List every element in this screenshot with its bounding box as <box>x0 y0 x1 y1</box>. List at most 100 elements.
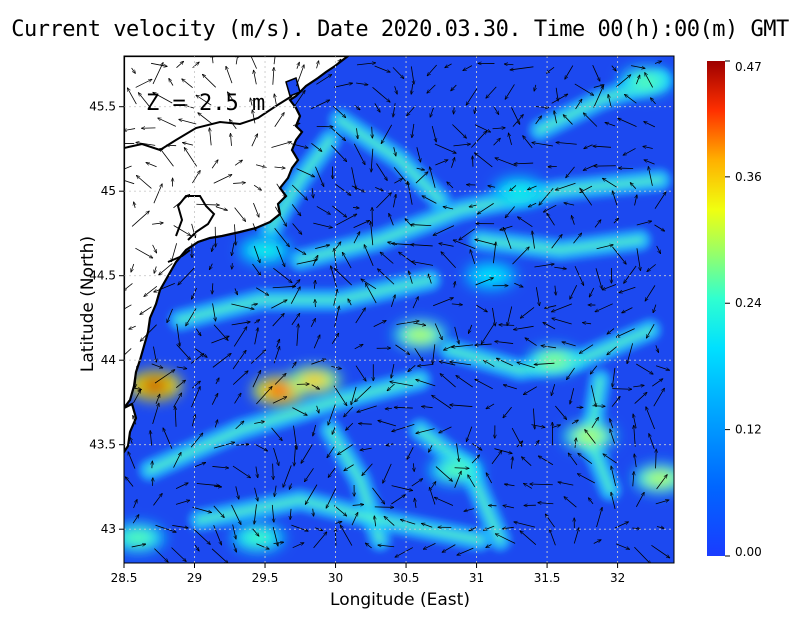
velocity-arrow <box>551 384 556 395</box>
velocity-arrow <box>596 507 603 528</box>
hotspot-core <box>124 529 155 546</box>
velocity-arrow <box>251 304 257 305</box>
velocity-arrow <box>191 287 197 299</box>
velocity-arrow <box>636 492 644 508</box>
velocity-arrow <box>412 297 418 309</box>
velocity-arrow <box>124 304 132 310</box>
velocity-arrow <box>291 524 308 531</box>
velocity-arrow <box>521 457 532 467</box>
velocity-arrow <box>450 405 473 407</box>
velocity-arrow <box>655 500 669 505</box>
velocity-arrow <box>234 160 242 166</box>
velocity-arrow <box>454 468 469 469</box>
velocity-arrow <box>140 306 152 315</box>
velocity-arrow <box>494 448 512 454</box>
velocity-arrow <box>190 433 203 448</box>
velocity-arrow <box>451 158 454 168</box>
velocity-arrow <box>383 463 392 483</box>
velocity-arrow <box>331 266 337 288</box>
velocity-arrow <box>175 407 176 427</box>
velocity-arrow <box>175 500 190 505</box>
velocity-arrow <box>477 203 494 214</box>
velocity-arrow <box>645 285 656 301</box>
velocity-arrow <box>131 67 136 73</box>
velocity-arrow <box>150 62 167 66</box>
velocity-arrow <box>134 202 136 208</box>
velocity-arrow <box>235 486 239 499</box>
velocity-arrow <box>271 427 283 441</box>
velocity-arrow <box>313 424 317 436</box>
velocity-arrow <box>607 328 615 335</box>
velocity-arrow <box>311 100 329 110</box>
velocity-arrow <box>488 186 496 188</box>
velocity-arrow <box>354 105 360 110</box>
velocity-arrow <box>294 247 306 255</box>
velocity-arrow <box>331 365 341 368</box>
velocity-arrow <box>580 188 593 206</box>
velocity-arrow <box>232 242 235 256</box>
velocity-arrow <box>212 303 216 321</box>
velocity-arrow <box>334 248 337 269</box>
velocity-arrow <box>451 84 457 91</box>
velocity-arrow <box>346 422 354 430</box>
x-tick-label: 29.5 <box>252 571 279 585</box>
velocity-arrow <box>563 115 573 125</box>
velocity-arrow <box>391 363 395 378</box>
velocity-arrow <box>531 424 545 428</box>
velocity-arrow <box>451 304 463 305</box>
velocity-arrow <box>353 207 359 208</box>
velocity-arrow <box>384 516 395 526</box>
velocity-arrow <box>583 323 592 324</box>
velocity-arrow <box>430 107 434 117</box>
velocity-arrow <box>355 365 366 381</box>
velocity-arrow <box>428 445 433 452</box>
velocity-arrow <box>475 379 493 390</box>
x-axis-label: Longitude (East) <box>330 590 470 610</box>
y-tick-label: 43 <box>101 522 116 536</box>
velocity-arrow <box>636 248 641 270</box>
velocity-arrow <box>571 216 575 225</box>
velocity-arrow <box>595 268 602 288</box>
velocity-arrow <box>486 403 495 409</box>
velocity-arrow <box>433 298 453 307</box>
velocity-arrow <box>452 124 466 139</box>
velocity-arrow <box>394 407 413 408</box>
velocity-arrow <box>274 167 286 168</box>
velocity-arrow <box>555 405 566 419</box>
velocity-arrow <box>253 184 261 190</box>
velocity-arrow <box>545 305 557 309</box>
velocity-arrow <box>311 384 320 389</box>
velocity-arrow <box>251 134 258 147</box>
velocity-arrow <box>630 183 637 189</box>
velocity-arrow <box>644 160 655 165</box>
velocity-arrow <box>124 128 136 131</box>
velocity-arrow <box>167 308 173 323</box>
velocity-arrow <box>182 79 193 89</box>
velocity-arrow <box>593 86 604 108</box>
velocity-arrow <box>292 407 307 416</box>
velocity-arrow <box>463 65 473 71</box>
velocity-arrow <box>414 498 416 508</box>
velocity-arrow <box>555 285 556 295</box>
velocity-arrow <box>196 204 219 205</box>
velocity-arrow <box>376 193 391 209</box>
velocity-arrow <box>359 424 372 425</box>
velocity-arrow <box>272 313 285 327</box>
velocity-arrow <box>378 545 395 547</box>
velocity-arrow <box>528 202 537 207</box>
velocity-arrow <box>649 434 655 450</box>
x-axis-ticks: 28.5 29 29.5 30 30.5 31 31.5 32 <box>111 563 625 585</box>
velocity-arrow <box>452 344 474 347</box>
velocity-arrow <box>274 206 286 227</box>
velocity-arrow <box>643 146 653 148</box>
velocity-arrow <box>573 528 579 544</box>
velocity-arrow <box>211 336 229 344</box>
velocity-arrow <box>292 543 304 549</box>
velocity-arrow <box>176 380 185 389</box>
velocity-arrow <box>447 182 454 189</box>
velocity-arrow <box>456 443 460 461</box>
velocity-arrow <box>454 281 455 288</box>
velocity-arrow <box>272 397 287 404</box>
velocity-arrow <box>332 205 346 217</box>
velocity-arrow <box>234 207 246 222</box>
